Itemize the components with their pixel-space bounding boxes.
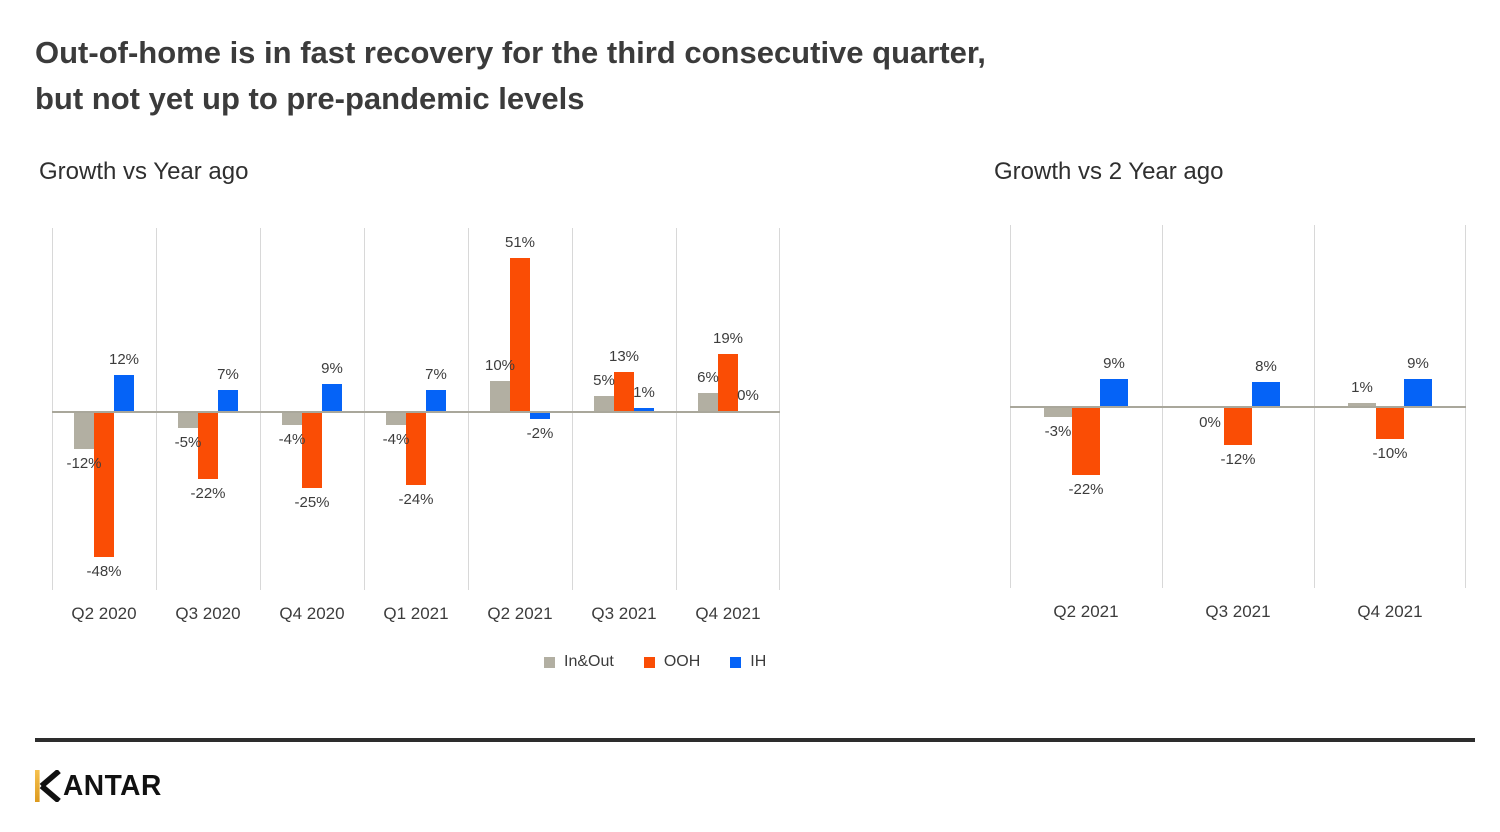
data-label: 1% (1351, 379, 1373, 396)
legend-label: In&Out (564, 653, 614, 670)
data-label: 1% (633, 384, 655, 401)
chart-title-growth-vs-year-ago: Growth vs Year ago (39, 158, 249, 185)
bar-ih (1404, 379, 1432, 406)
data-label: -4% (382, 431, 410, 448)
data-label: 6% (697, 369, 719, 386)
data-label: -5% (174, 434, 202, 451)
bar-ih (114, 375, 134, 411)
ooh-swatch-icon (643, 656, 655, 668)
bar-ooh (94, 413, 114, 557)
footer-divider (35, 738, 1475, 742)
bar-in_out (594, 396, 614, 411)
gridline (468, 228, 469, 590)
brand-text: ANTAR (63, 770, 162, 802)
bar-ih (218, 390, 238, 411)
page-title-line2: but not yet up to pre-pandemic levels (35, 81, 585, 116)
bar-ih (1100, 379, 1128, 406)
gridline (779, 228, 780, 590)
bar-ooh (302, 413, 322, 488)
ih-swatch-icon (730, 656, 742, 668)
bar-in_out (1044, 408, 1072, 417)
data-label: -4% (278, 431, 306, 448)
data-label: -22% (190, 485, 226, 502)
legend-label: IH (750, 653, 767, 670)
data-label: 51% (504, 234, 536, 251)
zero-axis-line (52, 411, 780, 413)
data-label: 19% (712, 330, 744, 347)
x-axis-label: Q4 2021 (1357, 602, 1423, 621)
data-label: -10% (1372, 445, 1408, 462)
bar-ih (322, 384, 342, 411)
data-label: 9% (321, 360, 343, 377)
bar-in_out (386, 413, 406, 425)
gridline (364, 228, 365, 590)
kantar-k-icon (35, 770, 61, 802)
chart-legend: In&Out OOH IH (544, 653, 766, 671)
legend-item-in-and-out: In&Out (544, 653, 614, 671)
bar-ooh (1224, 408, 1252, 445)
data-label: -48% (86, 563, 122, 580)
data-label: -12% (66, 455, 102, 472)
data-label: 13% (608, 348, 640, 365)
data-label: 5% (593, 372, 615, 389)
page-title: Out-of-home is in fast recovery for the … (35, 30, 986, 122)
bar-ooh (1376, 408, 1404, 439)
data-label: -24% (398, 491, 434, 508)
bar-ooh (510, 258, 530, 411)
kantar-logo: ANTAR (35, 770, 165, 802)
bar-chart-growth-vs-2-year-ago: Q2 2021 -3% -22% 9% Q3 2021 0% -12% 8% Q4 2021 1%… (1010, 225, 1466, 621)
x-axis-label: Q3 2020 (175, 604, 241, 623)
bar-in_out (178, 413, 198, 428)
legend-item-ooh: OOH (643, 653, 701, 671)
bar-in_out (698, 393, 718, 411)
data-label: -12% (1220, 451, 1256, 468)
gridline (260, 228, 261, 590)
data-label: 8% (1255, 358, 1277, 375)
data-label: -22% (1068, 481, 1104, 498)
x-axis-label: Q4 2020 (279, 604, 345, 623)
x-axis-label: Q2 2020 (71, 604, 137, 623)
data-label: 10% (484, 357, 516, 374)
bar-ooh (614, 372, 634, 411)
legend-label: OOH (663, 653, 701, 670)
x-axis-label: Q1 2021 (383, 604, 449, 623)
zero-axis-line (1010, 406, 1466, 408)
bar-in_out (1348, 403, 1376, 406)
x-axis-label: Q3 2021 (591, 604, 657, 623)
bar-in_out (490, 381, 510, 411)
data-label: 7% (425, 366, 447, 383)
data-label: -25% (294, 494, 330, 511)
data-label: 0% (737, 387, 759, 404)
bar-ih (426, 390, 446, 411)
bar-in_out (282, 413, 302, 425)
gridline (156, 228, 157, 590)
in-and-out-swatch-icon (544, 656, 555, 668)
data-label: 0% (1199, 414, 1221, 431)
bar-ih (530, 413, 550, 419)
data-label: -2% (526, 425, 554, 442)
gridline (572, 228, 573, 590)
bar-ih (1252, 382, 1280, 406)
gridline (52, 228, 53, 590)
bar-in_out (74, 413, 94, 449)
legend-item-ih: IH (730, 653, 766, 671)
data-label: 9% (1407, 355, 1429, 372)
data-label: 12% (108, 351, 140, 368)
bar-ooh (198, 413, 218, 479)
data-label: 7% (217, 366, 239, 383)
x-axis-label: Q4 2021 (695, 604, 761, 623)
bar-ooh (718, 354, 738, 411)
x-axis-label: Q2 2021 (1053, 602, 1119, 621)
chart-title-growth-vs-2-year-ago: Growth vs 2 Year ago (994, 158, 1224, 185)
x-axis-label: Q2 2021 (487, 604, 553, 623)
bar-ooh (1072, 408, 1100, 475)
x-axis-label: Q3 2021 (1205, 602, 1271, 621)
page-title-line1: Out-of-home is in fast recovery for the … (35, 35, 986, 70)
bar-ih (634, 408, 654, 411)
gridline (676, 228, 677, 590)
data-label: 9% (1103, 355, 1125, 372)
bar-chart-growth-vs-year-ago: Q2 2020 -12% -48% 12% Q3 2020 -5% -22% 7% Q4 202… (52, 228, 780, 623)
bar-ooh (406, 413, 426, 485)
data-label: -3% (1044, 423, 1072, 440)
